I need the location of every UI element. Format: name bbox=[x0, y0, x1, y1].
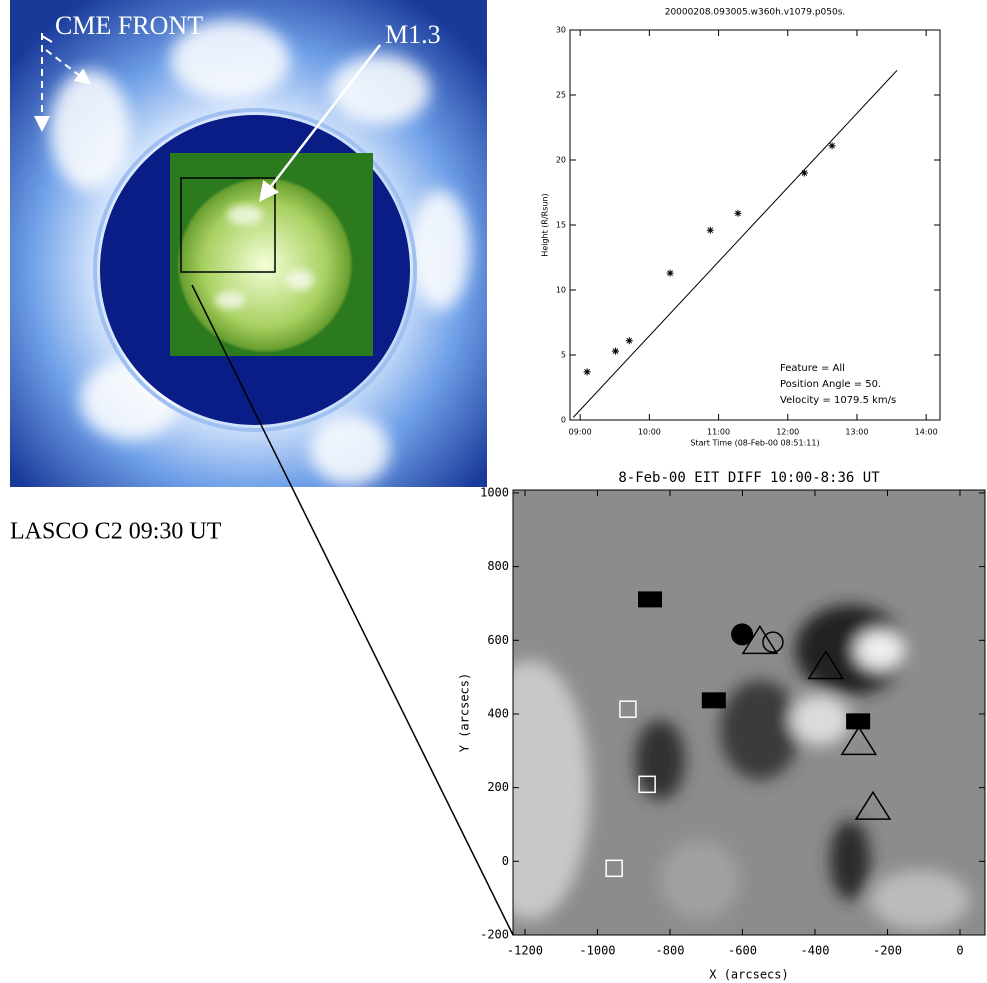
y-tick-label: 0 bbox=[561, 416, 566, 425]
y-tick-label: 200 bbox=[487, 780, 509, 794]
point bbox=[762, 631, 784, 653]
annotation: Velocity = 1079.5 km/s bbox=[780, 395, 896, 406]
y-tick-label: 5 bbox=[561, 351, 566, 360]
y-tick-label: 800 bbox=[487, 559, 509, 573]
point bbox=[666, 269, 674, 277]
point bbox=[846, 713, 871, 730]
y-axis-label: Y (arcsecs) bbox=[458, 673, 472, 752]
y-tick-label: 600 bbox=[487, 633, 509, 647]
y-tick-label: 15 bbox=[556, 221, 566, 230]
point bbox=[854, 790, 892, 820]
point bbox=[583, 368, 591, 376]
annotation: Feature = All bbox=[780, 363, 845, 374]
x-tick-label: 12:00 bbox=[776, 428, 799, 437]
connector bbox=[191, 284, 514, 936]
x-tick-label: -200 bbox=[873, 944, 902, 958]
x-tick-label: 0 bbox=[956, 944, 963, 958]
x-axis-label: X (arcsecs) bbox=[709, 968, 788, 982]
x-tick-label: -400 bbox=[801, 944, 830, 958]
x-tick-label: 14:00 bbox=[915, 428, 938, 437]
point bbox=[701, 692, 726, 709]
point bbox=[734, 209, 742, 217]
caption: LASCO C2 09:30 UT bbox=[10, 519, 222, 545]
point bbox=[638, 775, 656, 794]
y-axis-label: Height (R/Rsun) bbox=[541, 193, 550, 256]
point bbox=[800, 169, 808, 177]
y-tick-label: 30 bbox=[556, 26, 566, 35]
y-tick-label: 10 bbox=[556, 286, 566, 295]
x-tick-label: 13:00 bbox=[845, 428, 868, 437]
x-tick-label: 11:00 bbox=[707, 428, 730, 437]
x-tick-label: -1000 bbox=[579, 944, 615, 958]
point bbox=[638, 591, 663, 608]
point bbox=[840, 725, 878, 756]
point bbox=[706, 226, 714, 234]
x-tick-label: -600 bbox=[728, 944, 757, 958]
plot-frame bbox=[512, 489, 986, 936]
label: CME FRONT bbox=[55, 11, 203, 40]
point bbox=[605, 859, 623, 878]
x-axis-label: Start Time (08-Feb-00 08:51:11) bbox=[690, 439, 819, 448]
eit-image bbox=[513, 490, 985, 935]
annotation: Position Angle = 50. bbox=[780, 379, 881, 390]
chart-title: 20000208.093005.w360h.v1079.p050s. bbox=[665, 8, 846, 18]
fit-line bbox=[572, 69, 898, 418]
point bbox=[625, 337, 633, 345]
y-tick-label: 0 bbox=[502, 854, 509, 868]
y-tick-label: 20 bbox=[556, 156, 566, 165]
point bbox=[828, 142, 836, 150]
point bbox=[741, 624, 779, 655]
x-tick-label: -800 bbox=[656, 944, 685, 958]
y-tick-label: 400 bbox=[487, 706, 509, 720]
point bbox=[611, 347, 619, 355]
chart-title: 8-Feb-00 EIT DIFF 10:00-8:36 UT bbox=[618, 470, 880, 486]
y-tick-label: -200 bbox=[480, 928, 509, 942]
x-tick-label: -1200 bbox=[507, 944, 543, 958]
point bbox=[731, 623, 754, 646]
label: M1.3 bbox=[385, 20, 441, 49]
y-tick-label: 1000 bbox=[480, 485, 509, 499]
point bbox=[807, 650, 845, 680]
y-tick-label: 25 bbox=[556, 91, 566, 100]
lasco-image bbox=[10, 0, 487, 487]
x-tick-label: 10:00 bbox=[638, 428, 661, 437]
x-tick-label: 09:00 bbox=[569, 428, 592, 437]
point bbox=[619, 700, 637, 718]
